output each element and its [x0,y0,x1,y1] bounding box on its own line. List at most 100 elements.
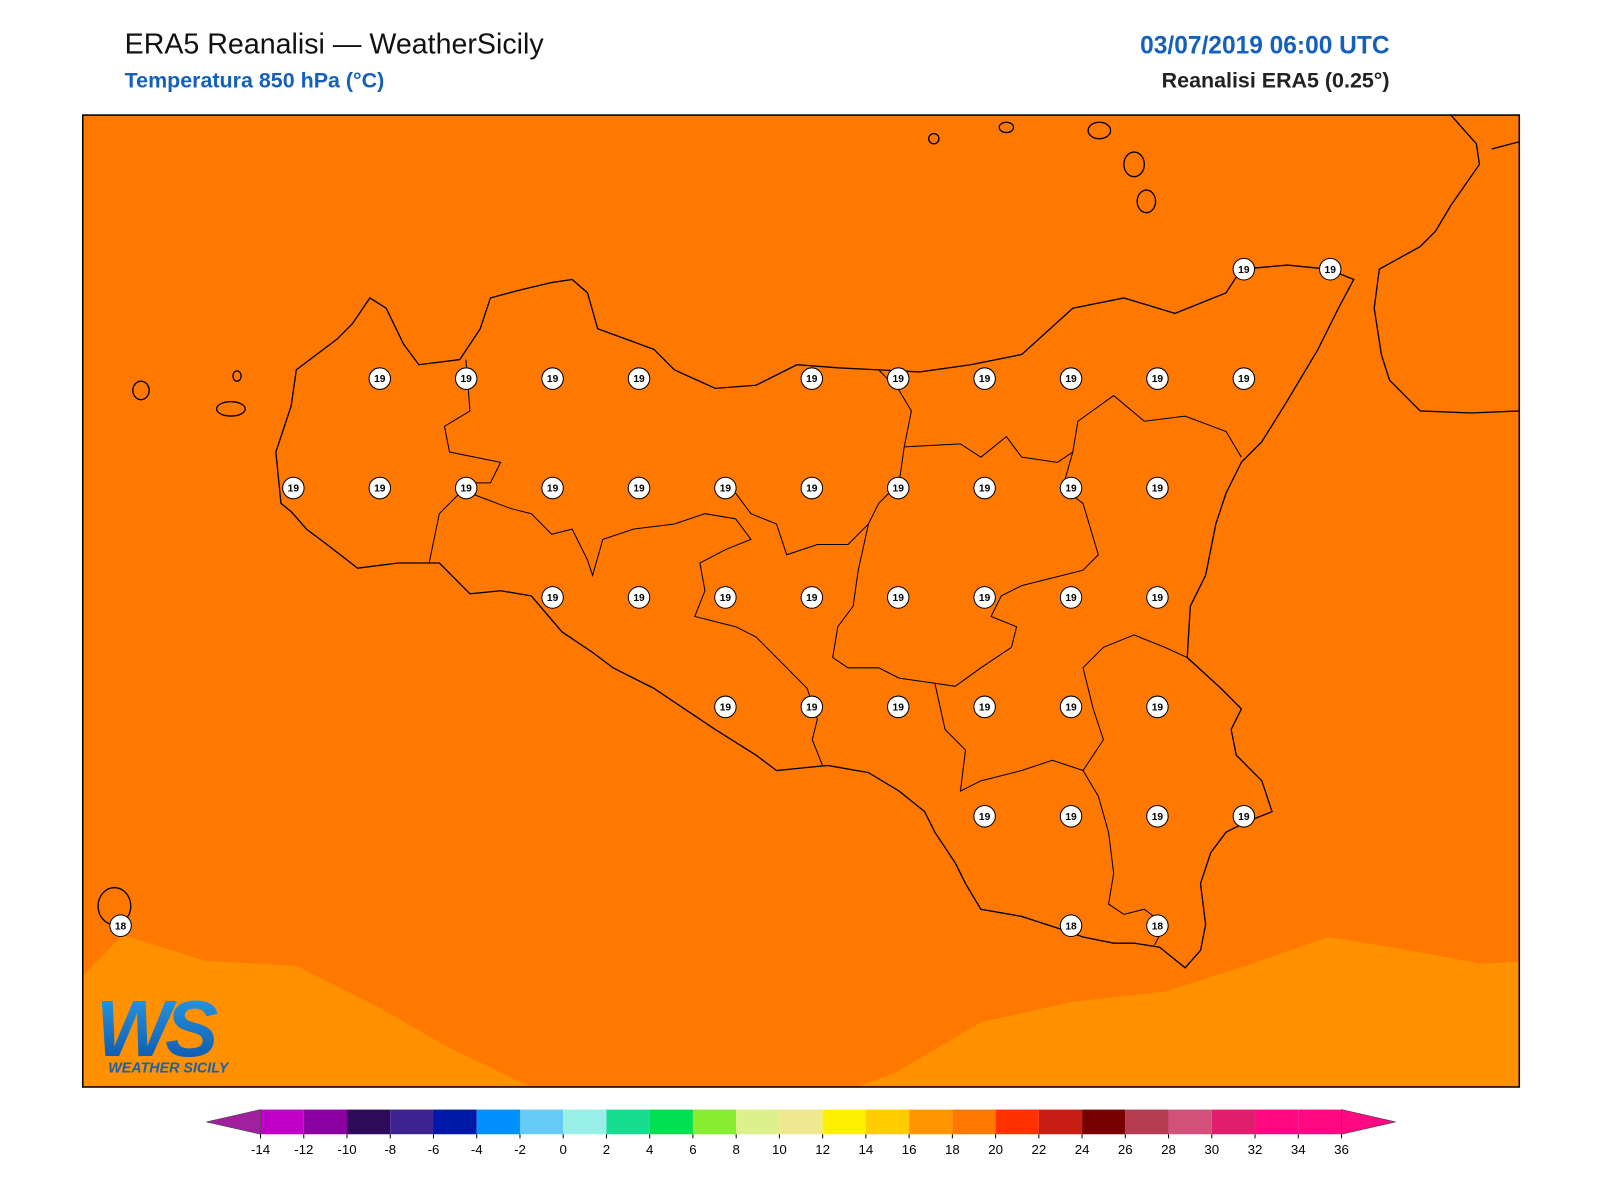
station-marker [1059,476,1083,500]
colorbar-tick-label: 18 [945,1142,960,1157]
colorbar-tick-label: 22 [1031,1142,1046,1157]
station-marker [282,476,305,500]
station-marker [454,476,478,500]
station-marker [714,695,737,719]
station-value: 19 [633,593,645,604]
colorbar-over [1341,1109,1396,1135]
station-marker [886,695,910,719]
station-marker [1146,476,1169,500]
logo-text: WEATHER SICILY [108,1061,230,1077]
date: 03/07/2019 06:00 UTC [1140,32,1390,59]
colorbar-tick-label: -12 [294,1142,313,1157]
source: Reanalisi ERA5 (0.25°) [1162,68,1390,92]
province-borders [428,359,1242,946]
station-value: 19 [1152,812,1164,823]
station-value: 19 [806,484,818,495]
station-marker [973,367,996,390]
colorbar-box [433,1109,477,1135]
colorbar-tick-label: -14 [251,1142,270,1157]
station-marker [627,367,651,390]
station-value: 18 [1065,921,1077,932]
station-value: 19 [547,484,559,495]
station-marker [886,367,910,390]
colorbar-tick-label: 14 [859,1142,874,1157]
station-value: 19 [720,702,732,713]
station-marker [1146,367,1169,390]
station-marker [454,367,478,390]
colorbar-tick-label: 4 [646,1142,653,1157]
station-marker [1146,586,1169,609]
station-value: 19 [1238,812,1250,823]
station-marker [368,476,392,500]
field-fill-cool [82,934,1520,1087]
colorbar-box [909,1109,953,1135]
station-value: 19 [979,593,991,604]
station-value: 19 [288,484,300,495]
station-marker [800,367,824,390]
colorbar-tick-label: -10 [337,1142,356,1157]
station-value: 19 [1238,374,1250,385]
station-marker [714,586,737,609]
station-marker [1232,257,1256,281]
colorbar-tick-label: 34 [1291,1142,1306,1157]
logo-mark: WS [96,984,218,1073]
colorbar-box [563,1109,607,1135]
station-value: 19 [1152,484,1164,495]
station-value: 19 [1152,593,1164,604]
colorbar-box [822,1109,866,1135]
colorbar-box [303,1109,348,1135]
station-value: 19 [461,374,473,385]
station-marker [1059,695,1083,719]
station-marker [1146,914,1169,937]
colorbar-box [1082,1109,1126,1135]
station-marker [541,367,564,390]
station-marker [1146,804,1169,828]
station-value: 18 [115,921,127,932]
station-marker [886,586,910,609]
colorbar-box [606,1109,650,1135]
colorbar-box [260,1109,304,1135]
colorbar-box [1125,1109,1169,1135]
map [82,114,1520,1087]
station-marker [973,586,996,609]
colorbar-box [476,1109,520,1135]
station-marker [973,804,996,828]
logo: WS WEATHER SICILY [96,984,230,1077]
station-value: 19 [547,593,559,604]
colorbar-box [736,1109,780,1135]
title: ERA5 Reanalisi — WeatherSicily [125,28,545,60]
station-marker [973,476,996,500]
station-marker [627,476,651,500]
station-marker [1059,367,1083,390]
colorbar-tick-label: -4 [471,1142,483,1157]
colorbar-tick-label: -6 [428,1142,440,1157]
station-marker [973,695,996,719]
colorbar: -14 -12 -10 -8 -6 -4 -2 0 2 4 6 8 10 12 14 16 18 20 22 24 26… [206,1109,1396,1157]
colorbar-tick-label: -2 [514,1142,526,1157]
station-marker [1232,367,1256,390]
station-value: 19 [1152,374,1164,385]
station-value: 19 [1152,702,1164,713]
colorbar-tick-label: 6 [689,1142,696,1157]
colorbar-tick-label: 20 [988,1142,1003,1157]
station-value: 19 [806,702,818,713]
station-marker [627,586,651,609]
colorbar-tick-label: 12 [815,1142,830,1157]
station-value: 19 [720,593,732,604]
colorbar-box [390,1109,434,1135]
colorbar-tick-label: 0 [560,1142,567,1157]
subtitle: Temperatura 850 hPa (°C) [125,68,385,92]
colorbar-box [692,1109,737,1135]
station-marker [1059,804,1083,828]
colorbar-tick-label: 32 [1248,1142,1263,1157]
colorbar-box [519,1109,564,1135]
colorbar-tick-label: 30 [1204,1142,1219,1157]
coastline-calabria-north [1491,141,1520,150]
colorbar-tick-label: 28 [1161,1142,1176,1157]
colorbar-box [1255,1109,1299,1135]
field-fill [82,115,1520,1087]
colorbar-box [347,1109,391,1135]
colorbar-box [1298,1109,1342,1135]
station-value: 19 [1065,374,1077,385]
